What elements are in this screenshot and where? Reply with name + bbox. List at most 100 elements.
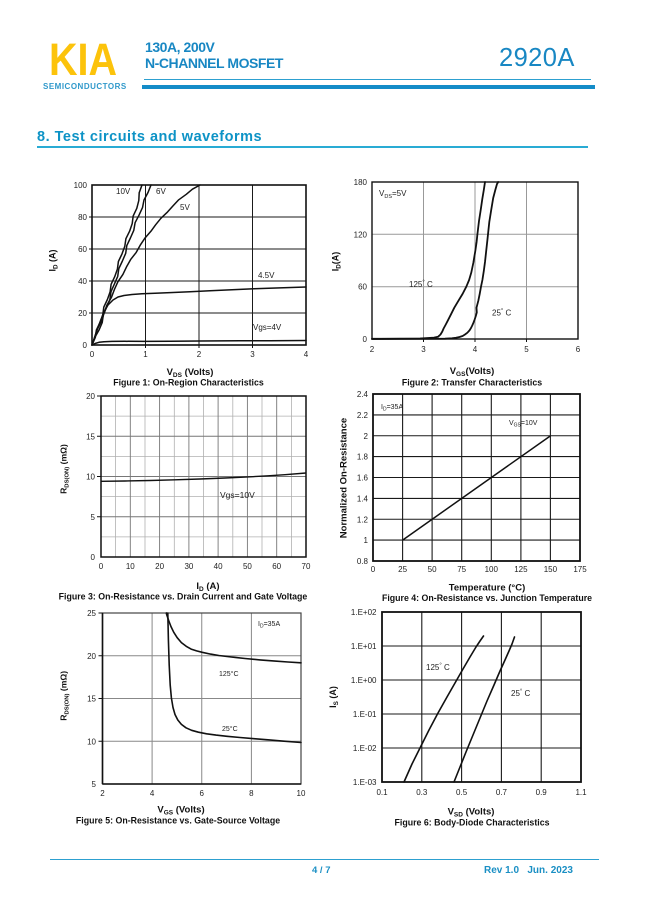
svg-text:Vgs=10V: Vgs=10V [220,490,255,500]
svg-text:25: 25 [398,565,407,574]
svg-text:1.E-01: 1.E-01 [353,710,377,719]
svg-text:5: 5 [91,513,96,522]
svg-text:2: 2 [370,345,375,354]
svg-text:VGS(Volts): VGS(Volts) [450,366,495,378]
svg-text:Figure 5: On-Resistance vs. Ga: Figure 5: On-Resistance vs. Gate-Source … [76,816,280,826]
svg-text:10: 10 [297,789,306,798]
svg-text:5V: 5V [180,203,190,212]
svg-text:60: 60 [358,283,367,292]
svg-text:125° C: 125° C [426,663,450,672]
svg-text:0: 0 [363,335,368,344]
svg-text:80: 80 [78,213,87,222]
svg-text:0: 0 [83,341,88,350]
svg-text:1.2: 1.2 [357,515,369,524]
svg-text:175: 175 [573,565,587,574]
svg-text:75: 75 [457,565,466,574]
svg-text:20: 20 [78,309,87,318]
svg-text:ID=35A: ID=35A [258,621,280,630]
svg-text:60: 60 [78,245,87,254]
svg-text:Figure 1: On-Region Characteri: Figure 1: On-Region Characteristics [113,378,264,388]
svg-text:6: 6 [576,345,581,354]
svg-text:2: 2 [100,789,105,798]
svg-text:5: 5 [92,780,97,789]
svg-text:8: 8 [249,789,254,798]
svg-text:0: 0 [90,350,95,359]
svg-text:1.E+00: 1.E+00 [351,676,377,685]
svg-text:Figure 3: On-Resistance vs. Dr: Figure 3: On-Resistance vs. Drain Curren… [59,592,308,602]
svg-text:10: 10 [86,473,95,482]
svg-text:25°C: 25°C [222,725,238,733]
svg-text:0: 0 [99,562,104,571]
svg-text:Figure 4: On-Resistance vs. Ju: Figure 4: On-Resistance vs. Junction Tem… [382,593,592,603]
svg-text:Figure 6: Body-Diode Character: Figure 6: Body-Diode Characteristics [395,818,550,828]
svg-text:2: 2 [364,432,369,441]
svg-text:20: 20 [86,392,95,401]
svg-text:0: 0 [91,553,96,562]
svg-text:Temperature (°C): Temperature (°C) [449,583,525,594]
svg-text:0.3: 0.3 [416,788,428,797]
svg-text:2.2: 2.2 [357,411,369,420]
svg-text:25: 25 [87,609,96,618]
svg-text:2.4: 2.4 [357,390,369,399]
svg-text:RDS(ON) (mΩ): RDS(ON) (mΩ) [59,671,71,721]
svg-text:125° C: 125° C [409,280,433,289]
svg-text:180: 180 [354,178,368,187]
svg-text:1: 1 [364,536,369,545]
svg-text:IS (A): IS (A) [328,686,340,708]
svg-text:6V: 6V [156,187,166,196]
svg-text:0.1: 0.1 [376,788,388,797]
svg-text:50: 50 [243,562,252,571]
svg-text:1.E-02: 1.E-02 [353,744,377,753]
svg-text:70: 70 [302,562,311,571]
svg-text:40: 40 [214,562,223,571]
svg-text:ID=35A: ID=35A [381,404,403,413]
svg-text:1.E+01: 1.E+01 [351,642,377,651]
svg-text:10V: 10V [116,187,131,196]
svg-text:15: 15 [86,432,95,441]
svg-text:ID(A): ID(A) [331,252,343,272]
svg-text:3: 3 [421,345,426,354]
svg-text:3: 3 [250,350,255,359]
svg-text:1.8: 1.8 [357,453,369,462]
svg-text:VDS=5V: VDS=5V [379,189,407,200]
svg-text:20: 20 [87,652,96,661]
svg-text:RDS(ON) (mΩ): RDS(ON) (mΩ) [59,444,71,494]
svg-text:60: 60 [272,562,281,571]
svg-text:2: 2 [197,350,202,359]
svg-text:0.7: 0.7 [496,788,508,797]
svg-text:1: 1 [143,350,148,359]
svg-text:25° C: 25° C [492,309,512,318]
svg-text:40: 40 [78,277,87,286]
svg-text:15: 15 [87,695,96,704]
svg-text:6: 6 [200,789,205,798]
svg-text:1.6: 1.6 [357,474,369,483]
svg-text:1.4: 1.4 [357,494,369,503]
svg-text:100: 100 [74,181,88,190]
svg-text:ID (A): ID (A) [48,249,60,271]
svg-text:125°C: 125°C [219,670,239,678]
svg-text:VGS=10V: VGS=10V [509,420,538,429]
svg-text:4: 4 [150,789,155,798]
svg-text:125: 125 [514,565,528,574]
svg-text:10: 10 [126,562,135,571]
svg-text:1.E+02: 1.E+02 [351,608,377,617]
svg-text:20: 20 [155,562,164,571]
svg-text:25° C: 25° C [511,689,531,698]
svg-text:1.1: 1.1 [575,788,587,797]
svg-text:5: 5 [524,345,529,354]
svg-text:Vgs=4V: Vgs=4V [253,323,282,332]
svg-text:0: 0 [371,565,376,574]
svg-text:50: 50 [428,565,437,574]
svg-text:4: 4 [473,345,478,354]
svg-text:150: 150 [544,565,558,574]
svg-text:100: 100 [485,565,499,574]
svg-text:0.9: 0.9 [536,788,548,797]
svg-text:120: 120 [354,230,368,239]
svg-text:0.8: 0.8 [357,557,369,566]
svg-text:4.5V: 4.5V [258,271,275,280]
svg-text:30: 30 [184,562,193,571]
svg-text:4: 4 [304,350,309,359]
svg-text:0.5: 0.5 [456,788,468,797]
svg-text:Figure 2: Transfer Characteris: Figure 2: Transfer Characteristics [402,378,542,388]
svg-text:10: 10 [87,737,96,746]
